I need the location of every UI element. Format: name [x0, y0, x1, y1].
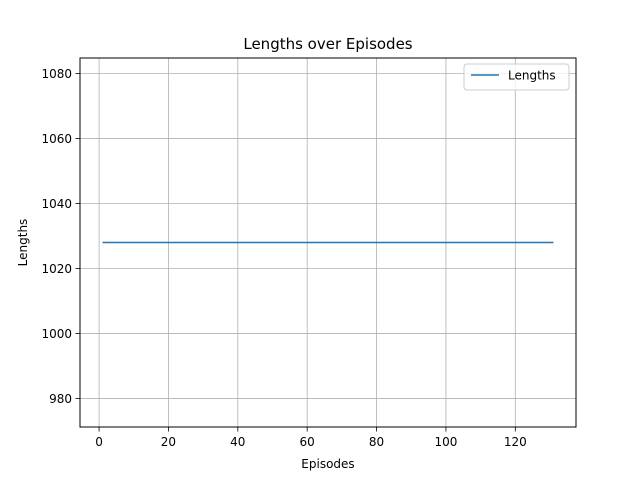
x-tick-label: 40 [230, 435, 245, 449]
y-axis-label: Lengths [16, 219, 30, 267]
x-tick-label: 120 [504, 435, 527, 449]
x-axis-ticks: 0 20 40 60 80 100 120 [95, 427, 527, 449]
y-tick-label: 1000 [41, 327, 72, 341]
plot-frame [79, 57, 577, 428]
y-tick-label: 1060 [41, 132, 72, 146]
legend-label: Lengths [508, 69, 556, 83]
x-tick-label: 100 [434, 435, 457, 449]
legend-box [463, 63, 570, 91]
chart-title: Lengths over Episodes [243, 35, 412, 53]
x-tick-label: 80 [369, 435, 384, 449]
x-tick-label: 0 [95, 435, 103, 449]
y-tick-label: 1020 [41, 262, 72, 276]
y-tick-label: 980 [49, 392, 72, 406]
x-tick-label: 60 [300, 435, 315, 449]
y-tick-label: 1080 [41, 67, 72, 81]
x-tick-label: 20 [161, 435, 176, 449]
x-axis-label: Episodes [301, 457, 354, 471]
y-axis-ticks: 980 1000 1020 1040 1060 1080 [41, 67, 80, 406]
legend: Lengths [463, 63, 570, 91]
y-tick-label: 1040 [41, 197, 72, 211]
